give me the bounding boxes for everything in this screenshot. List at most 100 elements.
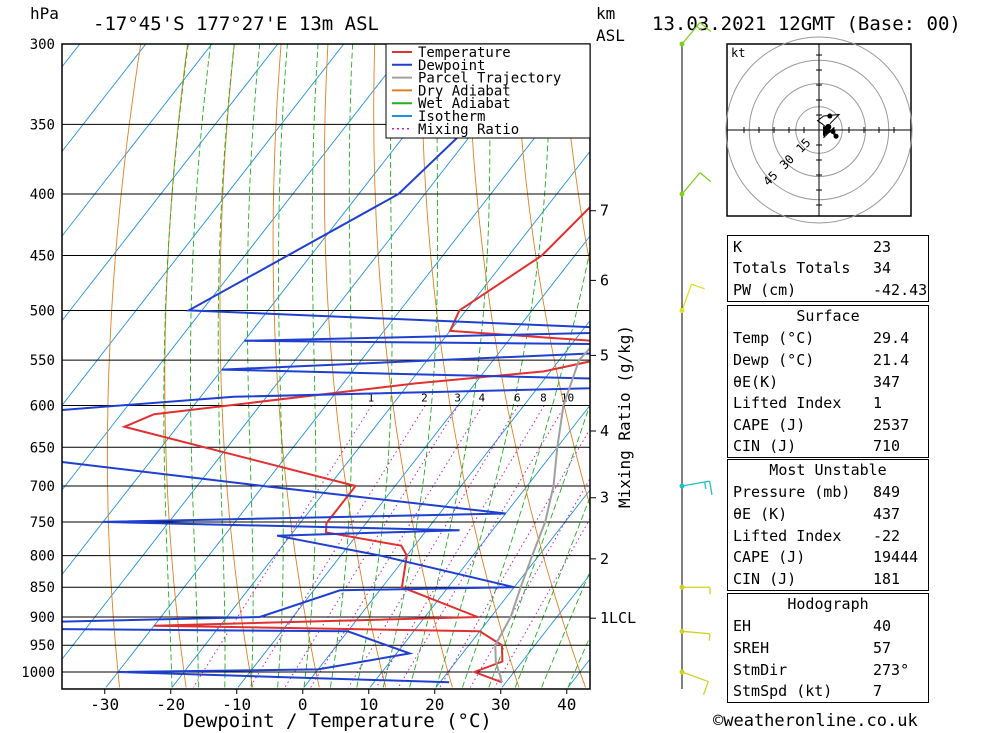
wind-barb-feather: [691, 283, 705, 290]
mu-cape-label: CAPE (J): [733, 548, 806, 567]
hodograph-title: Hodograph: [787, 595, 869, 613]
mu-thetae-row: θE (K) 437: [728, 503, 928, 525]
pressure-tick-label: 1000: [21, 665, 55, 681]
surface-cape-value: 2537: [873, 415, 910, 434]
stmdir-value: 273°: [873, 660, 910, 679]
mixing-ratio-line: [192, 405, 373, 688]
pressure-tick-label: 750: [30, 515, 55, 531]
wet-adiabat-line: [217, 44, 235, 688]
hodograph-point: [830, 129, 836, 135]
series-parcel-trajectory: [494, 346, 590, 683]
surface-cin-label: CIN (J): [733, 437, 797, 456]
surface-lifted-value: 1: [873, 394, 883, 413]
wind-barb-feather: [704, 481, 707, 489]
mixing-ratio-label: 4: [479, 392, 486, 405]
pressure-tick-label: 400: [30, 187, 55, 203]
mixing-ratio-label: 3: [454, 392, 461, 405]
surface-temp-row: Temp (°C) 29.4: [728, 328, 928, 350]
mixing-ratio-axis-title: Mixing Ratio (g/kg): [615, 325, 634, 508]
km-tick-label: 6: [600, 271, 609, 289]
mixing-ratio-line: [348, 405, 519, 688]
isotherm-line: [0, 26, 28, 687]
isotherm-line: [62, 44, 411, 491]
surface-thetae-value: 347: [873, 372, 901, 391]
isotherm-line: [62, 44, 213, 237]
isotherm-line: [62, 44, 147, 153]
wet-adiabat-line: [163, 44, 189, 688]
forecast-datetime: 13.03.2021 12GMT (Base: 00): [652, 13, 961, 35]
legend-label: Isotherm: [418, 109, 485, 125]
km-tick-label: 4: [600, 422, 609, 440]
surface-temp-label: Temp (°C): [733, 329, 815, 348]
mu-lifted-value: -22: [873, 526, 901, 545]
mu-thetae-value: 437: [873, 504, 901, 523]
stmdir-label: StmDir: [733, 660, 788, 679]
hodograph-point: [827, 113, 833, 119]
legend-label: Parcel Trajectory: [418, 71, 561, 87]
wet-adiabat-line: [190, 44, 212, 688]
wet-adiabat-line: [246, 44, 261, 688]
mixing-ratio-label: 8: [540, 392, 547, 405]
isotherm-line: [62, 44, 279, 322]
series-temperature: [121, 205, 590, 684]
sreh-label: SREH: [733, 638, 770, 657]
legend-label: Mixing Ratio: [418, 122, 519, 138]
wind-barb-staff: [681, 172, 701, 195]
hodograph-table: Hodograph EH 40 SREH 57 StmDir 273° StmSpd …: [727, 593, 929, 703]
surface-thetae-label: θE(K): [733, 372, 779, 391]
pressure-tick-label: 550: [30, 353, 55, 369]
mu-cin-row: CIN (J) 181: [728, 568, 928, 590]
source-credit: ©weatheronline.co.uk: [713, 711, 918, 731]
temperature-tick-label: 0: [298, 695, 308, 714]
mu-lifted-label: Lifted Index: [733, 526, 842, 545]
dry-adiabat-line: [421, 44, 520, 688]
eh-value: 40: [873, 617, 892, 636]
wet-adiabat-line: [382, 44, 439, 688]
wet-adiabat-line: [329, 44, 354, 688]
isotherm-line: [62, 44, 345, 407]
wet-adiabat-line: [488, 403, 590, 688]
mu-cin-label: CIN (J): [733, 569, 797, 588]
temperature-tick-label: 30: [491, 695, 510, 714]
wind-barb-feather: [699, 22, 712, 33]
pw-label: PW (cm): [733, 280, 797, 299]
mu-lifted-row: Lifted Index -22: [728, 525, 928, 547]
stmspd-value: 7: [873, 682, 883, 701]
km-tick-label: 5: [600, 346, 609, 364]
pressure-unit: hPa: [30, 4, 59, 23]
surface-dewp-row: Dewp (°C) 21.4: [728, 349, 928, 371]
mu-thetae-label: θE (K): [733, 504, 788, 523]
hodograph-storm-arrow: [823, 126, 833, 136]
dry-adiabat-line: [467, 44, 586, 688]
surface-temp-value: 29.4: [873, 329, 910, 348]
pw-row: PW (cm) -42.43: [728, 279, 928, 301]
series-dewpoint: [62, 44, 590, 684]
surface-title: Surface: [796, 307, 860, 325]
km-axis: 7 6 5 4 3 2 1LCL: [590, 202, 636, 627]
mixing-ratio-line: [397, 405, 566, 688]
pressure-tick-label: 950: [30, 638, 55, 654]
wind-barb-staff: [681, 630, 710, 635]
indices-table: K 23 Totals Totals 34 PW (cm) -42.43: [727, 235, 929, 302]
pressure-tick-label: 900: [30, 610, 55, 626]
mu-pressure-label: Pressure (mb): [733, 483, 851, 502]
km-tick-label: 2: [600, 550, 609, 568]
totals-label: Totals Totals: [733, 259, 851, 278]
pressure-tick-label: 600: [30, 399, 55, 415]
legend-box: [385, 43, 591, 139]
asl-unit: ASL: [596, 26, 625, 45]
wet-adiabat-line: [409, 44, 491, 688]
wind-barb-feather: [699, 172, 712, 183]
hodograph-point: [833, 133, 839, 139]
plot-frame: [61, 43, 591, 690]
wind-profile: [679, 22, 713, 695]
isotherm-line: [171, 150, 590, 688]
wind-barb-feather: [708, 633, 711, 641]
k-index-value: 23: [873, 237, 892, 256]
pw-value: -42.43: [873, 280, 928, 299]
pressure-tick-label: 350: [30, 117, 55, 133]
mixing-ratio-line: [310, 405, 483, 688]
